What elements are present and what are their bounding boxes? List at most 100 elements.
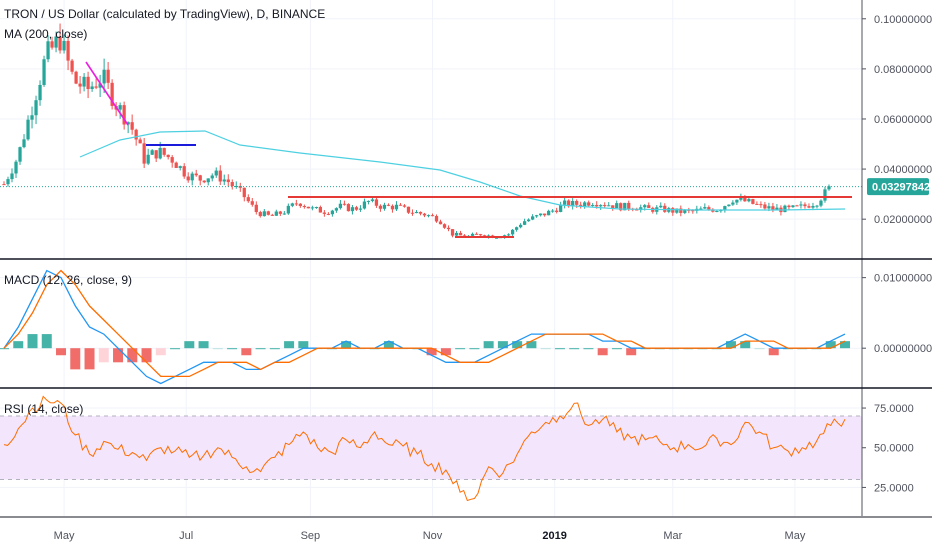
macd-histogram-bar[interactable]	[198, 341, 209, 349]
price-candle[interactable]	[26, 115, 30, 141]
price-candle[interactable]	[202, 180, 206, 184]
price-candle[interactable]	[274, 209, 278, 216]
macd-histogram-bar[interactable]	[98, 348, 109, 363]
price-candle[interactable]	[106, 62, 110, 90]
price-candle[interactable]	[190, 171, 194, 186]
macd-histogram-bar[interactable]	[341, 341, 352, 349]
macd-histogram-bar[interactable]	[383, 341, 394, 349]
price-candle[interactable]	[218, 165, 222, 185]
price-candle[interactable]	[118, 102, 122, 119]
price-candle[interactable]	[286, 203, 290, 215]
price-candle[interactable]	[306, 206, 310, 209]
price-candle[interactable]	[74, 70, 78, 85]
price-candle[interactable]	[450, 229, 455, 238]
price-candle[interactable]	[130, 114, 134, 135]
price-candle[interactable]	[246, 194, 250, 203]
price-candle[interactable]	[314, 206, 319, 209]
price-candle[interactable]	[282, 211, 286, 215]
price-candle[interactable]	[715, 210, 719, 213]
price-candle[interactable]	[723, 205, 727, 213]
price-candle[interactable]	[98, 74, 102, 98]
price-candle[interactable]	[322, 210, 327, 217]
macd-histogram-bar[interactable]	[269, 348, 280, 350]
macd-histogram-bar[interactable]	[155, 348, 166, 356]
price-candle[interactable]	[547, 209, 551, 216]
price-candle[interactable]	[38, 80, 42, 106]
price-candle[interactable]	[587, 200, 591, 208]
price-candle[interactable]	[138, 137, 142, 144]
price-candle[interactable]	[799, 201, 803, 209]
price-candle[interactable]	[390, 204, 395, 213]
price-candle[interactable]	[539, 213, 543, 217]
macd-histogram-bar[interactable]	[540, 348, 551, 350]
price-candle[interactable]	[571, 198, 575, 210]
macd-histogram-bar[interactable]	[440, 348, 451, 356]
price-candle[interactable]	[14, 159, 18, 178]
price-candle[interactable]	[22, 134, 26, 149]
price-candle[interactable]	[338, 200, 343, 210]
price-candle[interactable]	[671, 206, 675, 216]
macd-histogram-bar[interactable]	[41, 334, 52, 349]
price-candle[interactable]	[474, 232, 479, 235]
price-candle[interactable]	[402, 204, 407, 208]
price-candle[interactable]	[827, 184, 831, 191]
macd-histogram-bar[interactable]	[255, 348, 266, 350]
price-candle[interactable]	[795, 204, 799, 207]
price-candle[interactable]	[142, 137, 146, 169]
price-candle[interactable]	[330, 209, 335, 217]
price-candle[interactable]	[258, 210, 262, 218]
price-candle[interactable]	[619, 202, 623, 212]
price-candle[interactable]	[234, 181, 238, 189]
price-candle[interactable]	[787, 204, 791, 210]
macd-histogram-bar[interactable]	[526, 341, 537, 349]
price-candle[interactable]	[206, 178, 210, 186]
price-candle[interactable]	[122, 101, 126, 130]
price-candle[interactable]	[398, 203, 403, 206]
macd-histogram-bar[interactable]	[56, 348, 67, 356]
price-candle[interactable]	[126, 121, 130, 134]
price-candle[interactable]	[442, 223, 447, 229]
price-candle[interactable]	[559, 201, 563, 213]
price-candle[interactable]	[326, 212, 331, 216]
price-candle[interactable]	[703, 203, 707, 209]
price-candle[interactable]	[543, 213, 547, 217]
price-candle[interactable]	[54, 31, 58, 53]
macd-histogram-bar[interactable]	[141, 348, 152, 363]
rsi-indicator-label[interactable]: RSI (14, close)	[4, 402, 83, 416]
price-candle[interactable]	[510, 228, 515, 236]
price-candle[interactable]	[254, 201, 258, 215]
price-candle[interactable]	[639, 204, 643, 213]
price-candle[interactable]	[771, 202, 775, 213]
price-candle[interactable]	[438, 219, 443, 225]
macd-histogram-bar[interactable]	[497, 341, 508, 349]
price-candle[interactable]	[82, 73, 86, 92]
price-candle[interactable]	[514, 226, 519, 232]
price-candle[interactable]	[647, 202, 651, 209]
macd-histogram-bar[interactable]	[298, 341, 309, 349]
price-candle[interactable]	[350, 204, 355, 215]
macd-histogram-bar[interactable]	[825, 341, 836, 349]
price-candle[interactable]	[446, 225, 451, 232]
price-candle[interactable]	[526, 218, 531, 222]
price-candle[interactable]	[34, 95, 38, 125]
price-candle[interactable]	[290, 202, 294, 208]
price-candle[interactable]	[775, 204, 779, 210]
price-candle[interactable]	[62, 34, 66, 54]
price-candle[interactable]	[418, 211, 423, 216]
price-candle[interactable]	[178, 165, 182, 171]
price-candle[interactable]	[146, 148, 150, 166]
macd-histogram-bar[interactable]	[84, 348, 95, 370]
price-candle[interactable]	[599, 204, 603, 210]
price-candle[interactable]	[270, 213, 274, 216]
macd-histogram-bar[interactable]	[469, 348, 480, 350]
rsi-panel[interactable]	[3, 395, 846, 502]
price-candle[interactable]	[679, 205, 683, 217]
price-candle[interactable]	[735, 199, 739, 205]
macd-histogram-bar[interactable]	[597, 348, 608, 356]
price-candle[interactable]	[354, 205, 359, 211]
price-candle[interactable]	[378, 204, 383, 212]
price-candle[interactable]	[522, 218, 527, 226]
macd-histogram-bar[interactable]	[554, 348, 565, 350]
price-candle[interactable]	[170, 155, 174, 168]
